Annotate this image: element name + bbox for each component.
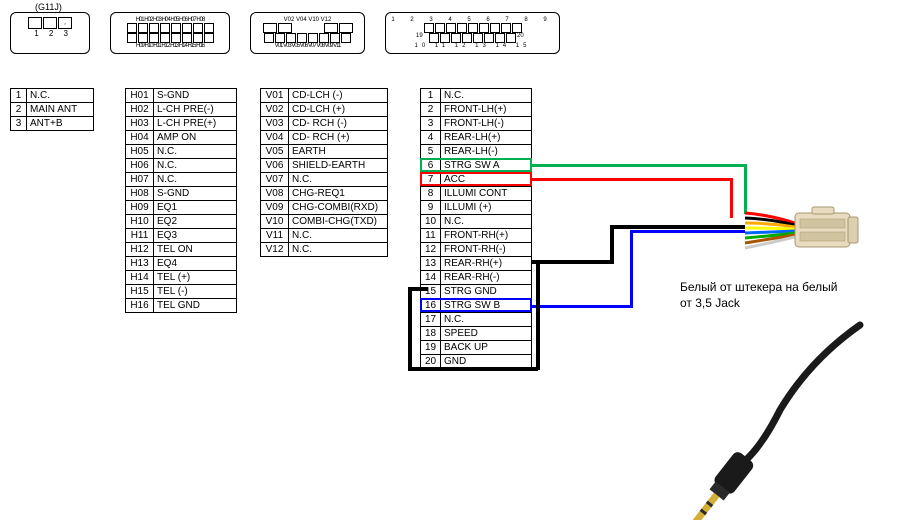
conn-a-label: 1 2 3	[28, 29, 72, 38]
connector-title: (G11J)	[35, 2, 62, 12]
wire-blue-v	[630, 230, 633, 308]
table-row: H14TEL (+)	[126, 271, 236, 285]
table-row: 14REAR-RH(-)	[421, 271, 531, 285]
table-row: 8ILLUMI CONT	[421, 187, 531, 201]
table-row: 9ILLUMI (+)	[421, 201, 531, 215]
connector-c: V02 V04 V10 V12 V01 V03 V05 V06 V07 V08 …	[250, 12, 365, 54]
table-row: 1N.C.	[421, 89, 531, 103]
iso-connector-icon	[740, 195, 870, 265]
table-row: V03CD- RCH (-)	[261, 117, 387, 131]
table-row: 6STRG SW A	[421, 159, 531, 173]
connector-row: ○ 1 2 3 H01 H02 H03 H04 H05 H06 H07 H08 …	[10, 12, 560, 54]
table-row: 7ACC	[421, 173, 531, 187]
table-row: 10N.C.	[421, 215, 531, 229]
table-row: H04AMP ON	[126, 131, 236, 145]
wire-black-1	[532, 260, 612, 264]
table-row: H09EQ1	[126, 201, 236, 215]
table-row: 11FRONT-RH(+)	[421, 229, 531, 243]
table-row: 16STRG SW B	[421, 299, 531, 313]
table-row: 1N.C.	[11, 89, 93, 103]
table-row: 13REAR-RH(+)	[421, 257, 531, 271]
wire-black-1v	[610, 225, 614, 264]
table-row: V12N.C.	[261, 243, 387, 256]
table-row: V09CHG-COMBI(RXD)	[261, 201, 387, 215]
annotation-1: Белый от штекера на белый	[680, 280, 837, 294]
table-v: V01CD-LCH (-)V02CD-LCH (+)V03CD- RCH (-)…	[260, 88, 388, 257]
table-row: 2MAIN ANT	[11, 103, 93, 117]
table-row: V02CD-LCH (+)	[261, 103, 387, 117]
table-row: 3ANT+B	[11, 117, 93, 130]
table-row: 2FRONT-LH(+)	[421, 103, 531, 117]
wire-black-box-left	[408, 287, 412, 369]
table-row: H12TEL ON	[126, 243, 236, 257]
table-row: H16TEL GND	[126, 299, 236, 312]
table-row: H03L-CH PRE(+)	[126, 117, 236, 131]
table-row: H07N.C.	[126, 173, 236, 187]
table-row: H06N.C.	[126, 159, 236, 173]
wire-red-v	[730, 178, 733, 218]
wire-black-link	[536, 260, 540, 370]
annotation-2: от 3,5 Jack	[680, 296, 740, 310]
table-main: 1N.C.2FRONT-LH(+)3FRONT-LH(-)4REAR-LH(+)…	[420, 88, 532, 369]
table-row: H01S-GND	[126, 89, 236, 103]
table-row: 18SPEED	[421, 327, 531, 341]
table-row: V07N.C.	[261, 173, 387, 187]
table-row: V01CD-LCH (-)	[261, 89, 387, 103]
wire-green	[532, 164, 747, 167]
table-row: H02L-CH PRE(-)	[126, 103, 236, 117]
table-row: V05EARTH	[261, 145, 387, 159]
wire-black-box-bot	[408, 367, 538, 371]
connector-a: ○ 1 2 3	[10, 12, 90, 54]
table-row: 3FRONT-LH(-)	[421, 117, 531, 131]
table-row: V06SHIELD-EARTH	[261, 159, 387, 173]
table-row: H11EQ3	[126, 229, 236, 243]
table-row: H08S-GND	[126, 187, 236, 201]
wire-blue-h2	[630, 230, 745, 233]
table-h: H01S-GNDH02L-CH PRE(-)H03L-CH PRE(+)H04A…	[125, 88, 237, 313]
table-row: 5REAR-LH(-)	[421, 145, 531, 159]
connector-b: H01 H02 H03 H04 H05 H06 H07 H08 H09 H10 …	[110, 12, 230, 54]
table-a: 1N.C.2MAIN ANT3ANT+B	[10, 88, 94, 131]
table-row: H10EQ2	[126, 215, 236, 229]
wire-black-box-top	[408, 287, 428, 291]
wire-black-2	[610, 225, 745, 229]
table-row: 4REAR-LH(+)	[421, 131, 531, 145]
connector-d: 1 2 3 4 5 6 7 8 9 19 20 10 11 12 13 14 1…	[385, 12, 560, 54]
wire-blue	[532, 305, 632, 308]
table-row: 19BACK UP	[421, 341, 531, 355]
table-row: V10COMBI-CHG(TXD)	[261, 215, 387, 229]
table-row: V04CD- RCH (+)	[261, 131, 387, 145]
table-row: 12FRONT-RH(-)	[421, 243, 531, 257]
table-row: 17N.C.	[421, 313, 531, 327]
table-row: V08CHG-REQ1	[261, 187, 387, 201]
table-row: H15TEL (-)	[126, 285, 236, 299]
table-row: H13EQ4	[126, 257, 236, 271]
table-row: V11N.C.	[261, 229, 387, 243]
table-row: H05N.C.	[126, 145, 236, 159]
wire-red	[532, 178, 732, 181]
jack-icon	[650, 320, 870, 520]
table-row: 15STRG GND	[421, 285, 531, 299]
